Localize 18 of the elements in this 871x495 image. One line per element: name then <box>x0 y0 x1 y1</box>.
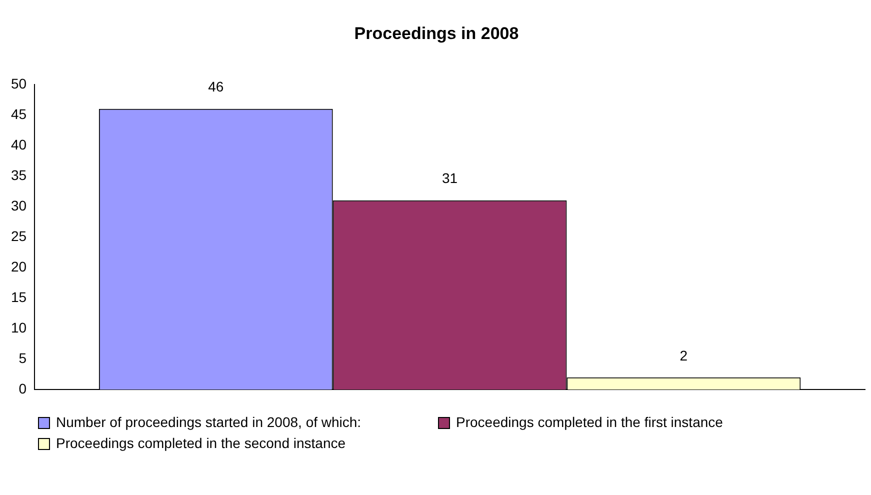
data-label: 2 <box>680 347 688 364</box>
legend-label: Proceedings completed in the second instance <box>56 435 347 452</box>
y-tick-label: 0 <box>18 380 27 396</box>
y-tick-label: 40 <box>10 136 27 152</box>
chart-title: Proceedings in 2008 <box>354 24 519 43</box>
y-tick-label: 50 <box>10 75 27 92</box>
y-tick-label: 45 <box>10 106 27 122</box>
y-tick-label: 25 <box>10 228 27 244</box>
y-tick-label: 20 <box>10 258 27 274</box>
y-tick-label: 5 <box>18 350 27 366</box>
legend-label: Proceedings completed in the first instance <box>456 414 724 431</box>
y-tick-label: 35 <box>10 166 27 183</box>
y-tick-label: 15 <box>10 288 27 305</box>
legend-label: Number of proceedings started in 2008, of which: <box>56 414 362 431</box>
data-label: 31 <box>442 170 458 186</box>
y-tick-label: 30 <box>10 197 27 214</box>
y-tick-label: 10 <box>10 319 27 336</box>
data-label: 46 <box>208 78 224 95</box>
